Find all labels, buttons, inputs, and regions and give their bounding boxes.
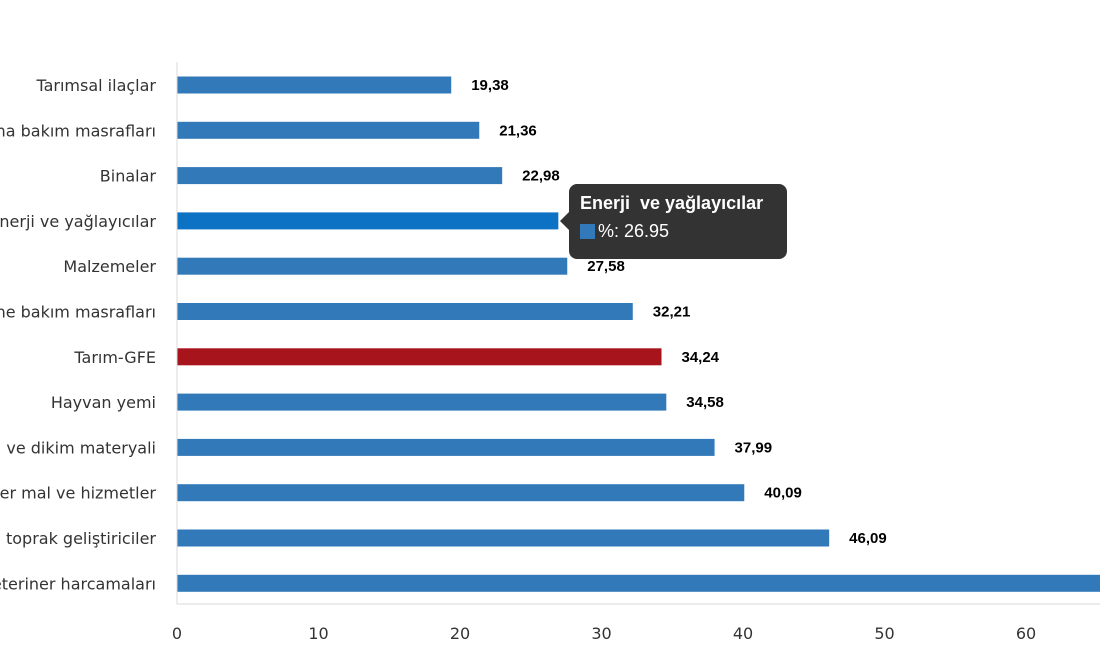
value-label: 19,38 (471, 77, 509, 94)
bars-group: Tarımsal ilaçlar 19,38 ma bakım masrafları… (0, 76, 1100, 593)
category-label: ve dikim materyali (6, 438, 156, 457)
x-tick-label: 60 (1016, 624, 1036, 643)
tooltip-value-row: %: 26.95 (580, 220, 776, 242)
bar-1[interactable] (177, 76, 452, 94)
value-label: 34,24 (681, 349, 719, 366)
category-label: toprak geliştiriciler (6, 529, 156, 548)
bar-6[interactable] (177, 303, 633, 320)
x-tick-label: 10 (308, 624, 328, 643)
bar-2[interactable] (177, 121, 480, 139)
category-label: Malzemeler (63, 257, 156, 276)
category-label: Binalar (100, 167, 157, 186)
category-label: Tarım-GFE (73, 348, 156, 367)
value-label: 46,09 (849, 530, 887, 547)
hover-tooltip: Enerji ve yağlayıcılar %: 26.95 (560, 184, 787, 259)
category-label: nerji ve yağlayıcılar (0, 212, 156, 231)
axes-group: 0 10 20 30 40 50 60 (172, 62, 1100, 643)
category-label: eteriner harcamaları (0, 574, 156, 593)
value-label: 32,21 (653, 304, 691, 321)
bar-10[interactable] (177, 484, 745, 502)
value-label: 21,36 (499, 122, 537, 139)
category-label: ma bakım masrafları (0, 121, 156, 140)
tooltip-value: %: 26.95 (598, 221, 670, 241)
value-label: 22,98 (522, 168, 560, 185)
x-tick-label: 20 (450, 624, 470, 643)
value-label: 37,99 (735, 439, 773, 456)
category-label: Tarımsal ilaçlar (35, 76, 156, 95)
x-tick-label: 30 (591, 624, 611, 643)
x-tick-label: 0 (172, 624, 182, 643)
bar-9[interactable] (177, 438, 715, 456)
bar-5[interactable] (177, 257, 568, 275)
tooltip-title: Enerji ve yağlayıcılar (580, 193, 764, 213)
category-label: ne bakım masrafları (0, 303, 156, 322)
bar-4[interactable] (177, 212, 559, 230)
bar-3[interactable] (177, 167, 503, 185)
category-label: Hayvan yemi (51, 393, 156, 412)
x-tick-label: 40 (733, 624, 753, 643)
bar-8[interactable] (177, 393, 667, 411)
x-tick-label: 50 (874, 624, 894, 643)
category-label: er mal ve hizmetler (0, 484, 156, 503)
value-label: 40,09 (764, 485, 802, 502)
value-label: 34,58 (686, 394, 724, 411)
bar-12[interactable] (177, 574, 1100, 592)
value-label: 27,58 (587, 258, 625, 275)
tooltip-swatch-icon (580, 223, 595, 239)
bar-7[interactable] (177, 348, 662, 366)
bar-11[interactable] (177, 529, 830, 547)
